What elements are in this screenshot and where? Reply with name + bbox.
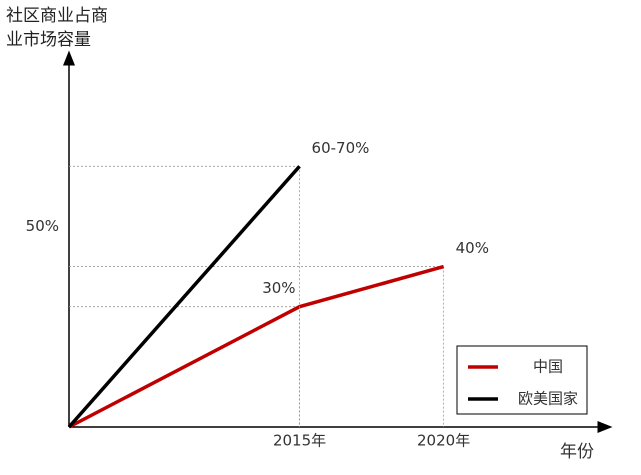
legend-label: 欧美国家 <box>518 390 578 408</box>
legend-label: 中国 <box>533 358 563 376</box>
series-line <box>68 264 445 429</box>
y-axis-title: 社区商业占商业市场容量 <box>6 6 108 50</box>
series-line <box>67 165 301 429</box>
x-tick-label: 2020年 <box>417 432 470 450</box>
y-tick-label: 50% <box>26 217 59 235</box>
x-tick-label: 2015年 <box>273 432 326 450</box>
x-axis-title: 年份 <box>560 442 594 462</box>
data-label: 60-70% <box>312 139 370 157</box>
legend <box>456 345 588 415</box>
data-label: 40% <box>456 239 489 257</box>
data-label: 30% <box>262 279 295 297</box>
